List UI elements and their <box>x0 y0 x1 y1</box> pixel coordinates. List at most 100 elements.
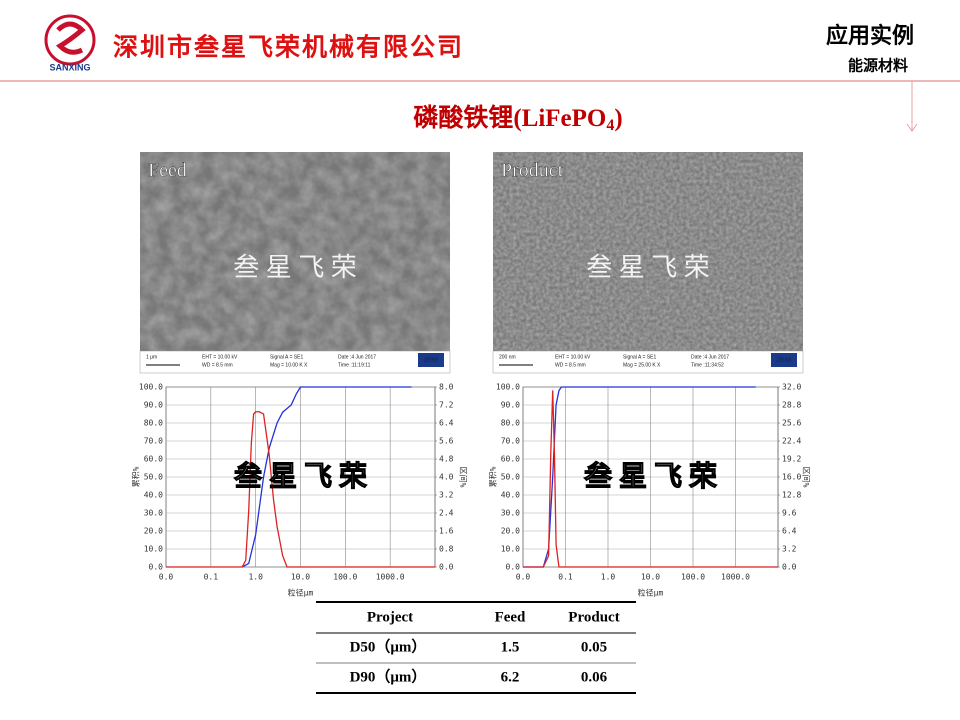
x-tick-label: 0.0 <box>516 573 531 582</box>
y2-tick-label: 9.6 <box>782 509 797 518</box>
y2-tick-label: 0.0 <box>782 563 797 572</box>
y-tick-label: 70.0 <box>144 437 163 446</box>
y2-tick-label: 22.4 <box>782 437 801 446</box>
y-tick-label: 20.0 <box>144 527 163 536</box>
y2-tick-label: 0.8 <box>439 545 454 554</box>
scale-bar-label: 1 μm <box>146 354 157 360</box>
brand-badge <box>771 353 797 367</box>
y2-tick-label: 12.8 <box>782 491 801 500</box>
brand-badge <box>418 353 444 367</box>
watermark: 叁 星 飞 荣 <box>586 253 710 282</box>
header-arrow-head <box>906 123 918 132</box>
x-axis-label: 粒径μm <box>288 588 314 598</box>
brand: ZEISS <box>424 357 439 363</box>
y-tick-label: 90.0 <box>501 401 520 410</box>
x-tick-label: 0.0 <box>159 573 174 582</box>
logo: SANXING <box>44 14 96 72</box>
y2-axis-label: 区间% <box>459 467 468 488</box>
info-bar <box>139 350 451 374</box>
table-cell: 1.5 <box>501 639 520 655</box>
table: Project Feed Product D50（μm） 1.5 0.05 D9… <box>316 601 636 694</box>
image-texture <box>493 152 803 351</box>
company-name: 深圳市叁星飞荣机械有限公司 <box>113 33 464 62</box>
y-tick-label: 0.0 <box>149 563 164 572</box>
y2-tick-label: 3.2 <box>782 545 797 554</box>
table-cell: 0.05 <box>581 639 607 655</box>
y2-tick-label: 25.6 <box>782 419 801 428</box>
x-tick-label: 10.0 <box>291 573 310 582</box>
x-tick-label: 100.0 <box>333 573 357 582</box>
image-info: EHT = 10.00 kV <box>202 354 238 360</box>
table-cell: 0.06 <box>581 669 608 685</box>
info-bar <box>492 350 804 374</box>
slide-title: 磷酸铁锂(LiFePO4) <box>413 103 622 134</box>
scale-bar-label: 200 nm <box>499 354 516 360</box>
y2-tick-label: 32.0 <box>782 383 801 392</box>
x-tick-label: 1.0 <box>601 573 616 582</box>
section-title: 应用实例 <box>826 23 914 48</box>
image-info: Mag = 10.00 K X <box>270 362 308 368</box>
y2-tick-label: 4.0 <box>439 473 454 482</box>
y-tick-label: 90.0 <box>144 401 163 410</box>
y2-tick-label: 3.2 <box>439 491 454 500</box>
image-label: Feed <box>148 160 187 182</box>
logo-text: SANXING <box>49 62 90 72</box>
y-axis-label: 累积% <box>131 466 141 487</box>
watermark: 叁 星 飞 荣 <box>233 459 367 492</box>
title-subscript: 4 <box>606 117 614 134</box>
y2-tick-label: 8.0 <box>439 383 454 392</box>
title-text: 磷酸铁锂(LiFePO <box>413 103 606 132</box>
x-tick-label: 0.1 <box>558 573 573 582</box>
y-tick-label: 80.0 <box>144 419 163 428</box>
image-info: Signal A = SE1 <box>270 354 303 360</box>
image-info: WD = 8.5 mm <box>202 362 233 368</box>
table-header: Project <box>367 609 413 625</box>
series-line <box>523 390 778 568</box>
section-subtitle: 能源材料 <box>848 56 908 74</box>
x-tick-label: 0.1 <box>204 573 219 582</box>
table-cell: D90（μm） <box>350 667 427 685</box>
y2-tick-label: 19.2 <box>782 455 801 464</box>
y2-tick-label: 7.2 <box>439 401 454 410</box>
sem-image: Feed 叁 星 飞 荣 1 μm EHT = 10.00 kV WD = 8.5 mm… <box>139 152 451 374</box>
y-tick-label: 10.0 <box>501 545 520 554</box>
y2-tick-label: 16.0 <box>782 473 801 482</box>
y-tick-label: 30.0 <box>144 509 163 518</box>
watermark: 叁 星 飞 荣 <box>233 253 357 282</box>
y2-tick-label: 6.4 <box>439 419 454 428</box>
image-info: Date :4 Jun 2017 <box>338 354 376 360</box>
image-info: EHT = 10.00 kV <box>555 354 591 360</box>
y-tick-label: 50.0 <box>501 473 520 482</box>
y-tick-label: 100.0 <box>496 383 520 392</box>
series-line <box>523 386 756 568</box>
y2-tick-label: 0.0 <box>439 563 454 572</box>
x-tick-label: 10.0 <box>641 573 660 582</box>
y-tick-label: 50.0 <box>144 473 163 482</box>
y-tick-label: 60.0 <box>501 455 520 464</box>
brand: ZEISS <box>777 357 792 363</box>
x-tick-label: 1000.0 <box>721 573 750 582</box>
sem-image: Product 叁 星 飞 荣 200 nm EHT = 10.00 kV WD = 8… <box>492 152 804 374</box>
image-info: Time :11:34:52 <box>691 362 724 368</box>
y2-axis-label: 区间% <box>802 467 811 488</box>
image-info: Date :4 Jun 2017 <box>691 354 729 360</box>
y2-tick-label: 28.8 <box>782 401 801 410</box>
series-line <box>241 386 412 568</box>
y2-tick-label: 2.4 <box>439 509 454 518</box>
image-texture <box>140 152 450 351</box>
y-tick-label: 80.0 <box>501 419 520 428</box>
image-label: Product <box>501 160 564 182</box>
table-cell: 6.2 <box>501 669 520 685</box>
y2-tick-label: 1.6 <box>439 527 454 536</box>
y-tick-label: 10.0 <box>144 545 163 554</box>
psd-chart: 0.0 10.0 20.0 30.0 40.0 50.0 60.0 70.0 80.0 90.0 1… <box>131 383 468 598</box>
x-tick-label: 1.0 <box>248 573 263 582</box>
image-info: Time :11:19:11 <box>338 362 371 368</box>
y2-tick-label: 6.4 <box>782 527 797 536</box>
series-line <box>166 411 435 568</box>
y-tick-label: 20.0 <box>501 527 520 536</box>
x-tick-label: 100.0 <box>681 573 705 582</box>
y-tick-label: 0.0 <box>506 563 521 572</box>
